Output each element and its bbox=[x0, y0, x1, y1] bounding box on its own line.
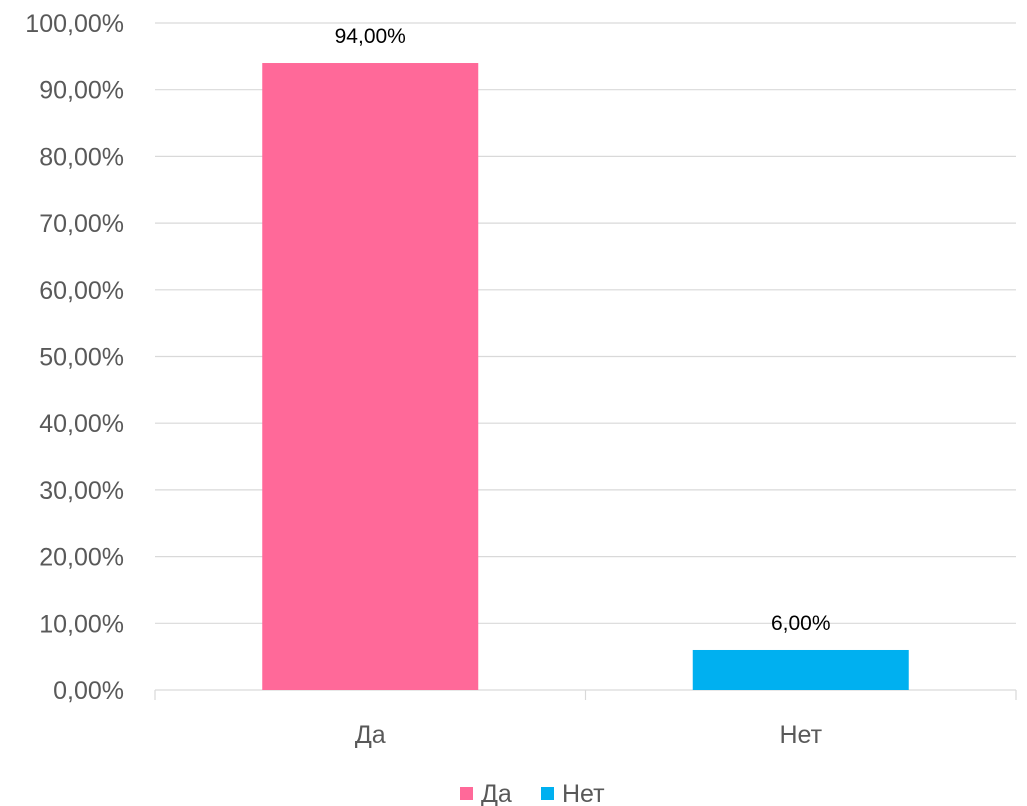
y-tick-label: 10,00% bbox=[39, 610, 124, 638]
y-tick-label: 100,00% bbox=[25, 10, 124, 38]
y-tick-label: 0,00% bbox=[53, 677, 124, 705]
category-label-1: Да bbox=[355, 721, 386, 749]
data-labels: 94,00% 6,00% bbox=[335, 25, 831, 635]
legend-label-1: Да bbox=[481, 780, 512, 806]
legend-label-2: Нет bbox=[562, 780, 605, 806]
y-axis-tick-labels: 0,00% 10,00% 20,00% 30,00% 40,00% 50,00% 60,00… bbox=[25, 10, 124, 705]
x-axis bbox=[154, 689, 1017, 700]
y-tick-label: 20,00% bbox=[39, 544, 124, 572]
y-tick-label: 60,00% bbox=[39, 277, 124, 305]
x-axis-category-labels: Да Нет bbox=[355, 721, 823, 749]
y-tick-label: 80,00% bbox=[39, 143, 124, 171]
bar-2 bbox=[692, 649, 909, 690]
y-tick-label: 50,00% bbox=[39, 344, 124, 372]
data-label-1: 94,00% bbox=[335, 25, 406, 48]
data-label-2: 6,00% bbox=[771, 612, 831, 635]
legend-swatch-2 bbox=[541, 787, 554, 800]
legend: Да Нет bbox=[460, 780, 605, 806]
bar-1 bbox=[262, 63, 479, 690]
legend-swatch-1 bbox=[460, 787, 473, 800]
y-tick-label: 40,00% bbox=[39, 410, 124, 438]
y-tick-label: 70,00% bbox=[39, 210, 124, 238]
bars bbox=[262, 63, 909, 690]
category-label-2: Нет bbox=[779, 721, 822, 749]
y-tick-label: 90,00% bbox=[39, 77, 124, 105]
y-tick-label: 30,00% bbox=[39, 477, 124, 505]
